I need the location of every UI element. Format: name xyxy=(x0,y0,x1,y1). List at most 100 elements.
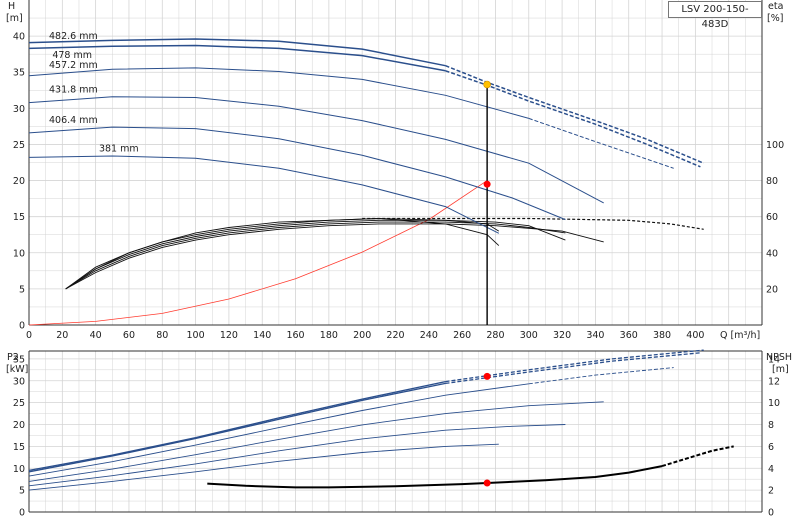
power-chart-axes xyxy=(28,350,763,513)
power-curve xyxy=(28,383,529,477)
y-tick-label-left: 0 xyxy=(19,508,25,519)
head-chart-labels: H[m] eta[%] 0 5 10 15 20 25 30 35 40 20 40 60 80 100 0 20… xyxy=(6,1,784,341)
head-curve-label: 431.8 mm xyxy=(49,84,98,95)
y-tick-label-left: 0 xyxy=(19,321,25,332)
y-tick-label-right: 40 xyxy=(766,248,778,259)
head-chart-grid xyxy=(29,0,762,325)
power-curve xyxy=(28,401,604,482)
x-tick-label: 340 xyxy=(586,330,604,341)
efficiency-operating-point xyxy=(483,180,491,188)
y-tick-label-left: 15 xyxy=(13,212,25,223)
y-tick-label-left: 35 xyxy=(13,354,25,365)
efficiency-curve xyxy=(65,223,604,290)
head-curve xyxy=(28,44,446,72)
y-axis-unit-left: [m] xyxy=(6,13,23,24)
y-tick-label-left: 25 xyxy=(13,140,25,151)
x-tick-label: 120 xyxy=(220,330,238,341)
y-tick-label-right: 12 xyxy=(768,376,780,387)
y-tick-label-left: 5 xyxy=(19,486,25,497)
power-chart-grid xyxy=(29,351,762,512)
head-curve-label: 457.2 mm xyxy=(49,60,98,71)
efficiency-curve xyxy=(65,219,566,290)
head-curve xyxy=(28,38,446,67)
y-axis-unit-left: [kW] xyxy=(6,364,28,375)
y-tick-label-left: 15 xyxy=(13,442,25,453)
x-tick-label: 260 xyxy=(453,330,471,341)
head-curve-label: 406.4 mm xyxy=(49,115,98,126)
npsh-curve xyxy=(207,465,663,489)
y-tick-label-right: 6 xyxy=(768,442,774,453)
head-curve-label: 482.6 mm xyxy=(49,31,98,42)
pump-model-label: LSV 200-150-483D xyxy=(668,1,762,30)
power-curve-dashed xyxy=(528,367,674,385)
y-tick-label-right: 2 xyxy=(768,486,774,497)
y-tick-label-right: 100 xyxy=(766,140,784,151)
power-chart-curves xyxy=(28,349,734,491)
y-axis-title-left: P2 xyxy=(7,352,19,363)
head-chart-curves xyxy=(28,38,704,326)
y-tick-label-right: 0 xyxy=(768,508,774,519)
x-tick-label: 320 xyxy=(553,330,571,341)
y-tick-label-left: 20 xyxy=(13,420,25,431)
x-tick-label: 20 xyxy=(56,330,68,341)
y-tick-label-right: 8 xyxy=(768,420,774,431)
y-tick-label-left: 25 xyxy=(13,398,25,409)
efficiency-curve-dashed xyxy=(362,217,704,230)
y-tick-label-left: 5 xyxy=(19,284,25,295)
y-tick-label-left: 40 xyxy=(13,32,25,43)
x-tick-label: 300 xyxy=(520,330,538,341)
x-tick-label: 160 xyxy=(286,330,304,341)
head-curve xyxy=(28,126,566,221)
x-tick-label: 140 xyxy=(253,330,271,341)
y-tick-label-left: 30 xyxy=(13,104,25,115)
y-tick-label-right: 20 xyxy=(766,284,778,295)
head-curve-dashed xyxy=(445,65,704,164)
y-tick-label-left: 35 xyxy=(13,68,25,79)
y-axis-unit-right: [%] xyxy=(767,13,783,24)
system-curve xyxy=(28,180,488,326)
y-tick-label-right: 4 xyxy=(768,464,774,475)
efficiency-curve xyxy=(65,221,566,290)
y-tick-label-right: 80 xyxy=(766,176,778,187)
x-tick-label: 180 xyxy=(320,330,338,341)
y-axis-unit-right: [m] xyxy=(772,364,789,375)
y-axis-title-right: eta xyxy=(768,1,783,12)
y-tick-label-right: 14 xyxy=(768,354,780,365)
head-curve xyxy=(28,96,604,204)
power-curve xyxy=(28,382,446,473)
head-curve-label: 478 mm xyxy=(52,50,92,61)
head-curve xyxy=(28,67,529,119)
duty-point-marker xyxy=(483,80,491,89)
x-tick-label: 100 xyxy=(187,330,205,341)
power-duty-point xyxy=(483,372,491,380)
x-tick-label: 200 xyxy=(353,330,371,341)
x-tick-label: 360 xyxy=(620,330,638,341)
power-chart-labels: P2[kW] NPSH[m] 0 5 10 15 20 25 30 35 0 2 4 6 8 10 12 14 xyxy=(6,352,792,519)
x-tick-label: 240 xyxy=(420,330,438,341)
y-tick-label-left: 10 xyxy=(13,464,25,475)
efficiency-curve xyxy=(65,218,500,290)
y-tick-label-left: 10 xyxy=(13,248,25,259)
y-axis-title-right: NPSH xyxy=(766,352,792,363)
y-tick-label-left: 30 xyxy=(13,376,25,387)
x-tick-label: 280 xyxy=(486,330,504,341)
head-curve-dashed xyxy=(445,70,701,168)
power-curve xyxy=(28,380,446,472)
head-curve-label: 381 mm xyxy=(99,144,139,155)
head-curve xyxy=(28,155,500,234)
x-tick-label: 400 xyxy=(686,330,704,341)
x-tick-label: 0 xyxy=(26,330,32,341)
x-tick-label: 40 xyxy=(90,330,102,341)
y-tick-label-right: 10 xyxy=(768,398,780,409)
npsh-duty-point xyxy=(483,479,491,487)
npsh-curve-dashed xyxy=(661,445,734,468)
x-tick-label: 380 xyxy=(653,330,671,341)
y-axis-title-left: H xyxy=(8,1,15,12)
x-axis-title: Q [m³/h] xyxy=(720,330,760,341)
x-tick-label: 80 xyxy=(156,330,168,341)
power-curve xyxy=(28,443,499,491)
x-tick-label: 60 xyxy=(123,330,135,341)
x-tick-label: 220 xyxy=(386,330,404,341)
head-chart-axes xyxy=(28,0,763,326)
